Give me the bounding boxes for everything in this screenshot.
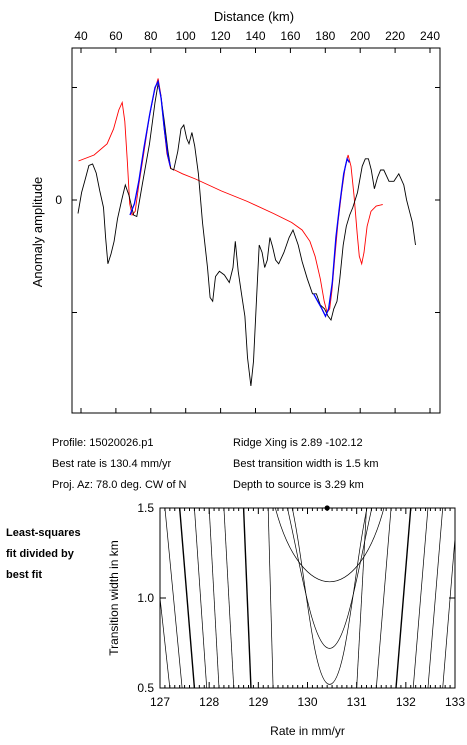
- contour-line: [267, 508, 274, 688]
- y-tick-label: 1.0: [137, 591, 154, 605]
- x-tick-label: 133: [445, 695, 465, 709]
- contour-line: [287, 508, 373, 649]
- best-transition-text: Best transition width is 1.5 km: [233, 458, 379, 470]
- contour-line: [242, 508, 252, 688]
- contour-lines: [160, 508, 455, 688]
- x-tick-label: 129: [248, 695, 268, 709]
- model-curve: [78, 78, 383, 314]
- contour-line: [427, 508, 444, 688]
- contour-line: [412, 508, 429, 688]
- y-tick-label: 1.5: [137, 501, 154, 515]
- observed-curve: [77, 83, 416, 387]
- best-rate-text: Best rate is 130.4 mm/yr: [52, 458, 172, 470]
- contour-line: [275, 508, 385, 583]
- side-note-line: Least-squares: [6, 527, 81, 539]
- x-tick-label: 128: [199, 695, 219, 709]
- x-tick-label: 130: [297, 695, 317, 709]
- contour-line: [164, 508, 183, 688]
- contour-frame: [159, 507, 456, 689]
- contour-line: [194, 508, 208, 688]
- fit-curve-east: [313, 157, 350, 318]
- fit-curve-west: [129, 79, 171, 216]
- x-tick-label: 131: [347, 695, 367, 709]
- x-tick-label: 180: [315, 29, 335, 43]
- x-axis-title: Distance (km): [214, 9, 294, 24]
- contour-line: [291, 508, 368, 685]
- x-tick-label: 120: [211, 29, 231, 43]
- contour-line: [356, 508, 367, 688]
- x-tick-label: 240: [420, 29, 440, 43]
- contour-line: [178, 508, 196, 688]
- y-axis-title: Anomaly amplitude: [30, 177, 45, 288]
- x-tick-label: 140: [245, 29, 265, 43]
- x-tick-label: 220: [385, 29, 405, 43]
- profile-text: Profile: 15020026.p1: [52, 437, 154, 449]
- contour-line: [375, 508, 392, 688]
- best-fit-marker: [324, 505, 330, 511]
- plot-frame: [71, 47, 441, 414]
- x-tick-label: 200: [350, 29, 370, 43]
- x-tick-label: 127: [150, 695, 170, 709]
- misfit-contour-chart: 127 128 129 130 131 132 133 0.5 1.0 1.5 Rate in mm…: [107, 501, 465, 738]
- y-tick-label: 0.5: [137, 681, 154, 695]
- side-note: Least-squares fit divided by best fit: [6, 523, 101, 586]
- x-tick-label: 160: [280, 29, 300, 43]
- ridge-xing-text: Ridge Xing is 2.89 -102.12: [233, 437, 363, 449]
- contour-line: [160, 594, 171, 688]
- side-note-line: best fit: [6, 569, 43, 581]
- contour-line: [223, 508, 235, 688]
- contour-line: [208, 508, 220, 688]
- side-note-line: fit divided by: [6, 548, 74, 560]
- x-tick-label: 40: [74, 29, 88, 43]
- y-tick-label: 0: [55, 193, 62, 207]
- x-tick-label: 100: [176, 29, 196, 43]
- x-tick-label: 132: [396, 695, 416, 709]
- x-tick-label: 60: [109, 29, 123, 43]
- contour-line: [395, 508, 412, 688]
- depth-text: Depth to source is 3.29 km: [233, 479, 364, 491]
- proj-az-text: Proj. Az: 78.0 deg. CW of N: [52, 479, 187, 491]
- x-axis-title: Rate in mm/yr: [270, 724, 345, 738]
- y-axis-title: Transition width in km: [107, 540, 121, 656]
- x-tick-label: 80: [144, 29, 158, 43]
- anomaly-profile-chart: 40 60 80 100 120 140 160 180 200 220 240 0 Distance …: [30, 9, 441, 414]
